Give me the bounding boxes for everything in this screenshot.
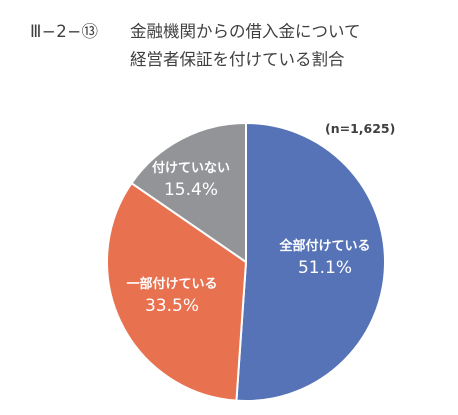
slice-label-1: 全部付けている: [278, 238, 370, 254]
sample-size: (n=1,625): [325, 121, 396, 136]
pie-slice-1: [235, 121, 386, 402]
title-line-1: 金融機関からの借入金について: [130, 22, 361, 41]
slice-value-2: 33.5%: [145, 296, 199, 316]
slice-label-2: 一部付けている: [126, 276, 217, 292]
figure-number: Ⅲ−2−⑬: [30, 22, 99, 41]
pie-slice-3: [130, 121, 247, 264]
slice-label-3: 付けていない: [152, 160, 230, 176]
slice-value-3: 15.4%: [164, 180, 218, 200]
chart-title: Ⅲ−2−⑬ 金融機関からの借入金について 経営者保証を付けている割合: [30, 18, 361, 74]
title-line-2: 経営者保証を付けている割合: [130, 50, 345, 69]
slice-value-1: 51.1%: [298, 258, 352, 278]
pie-slice-2: [106, 181, 248, 402]
